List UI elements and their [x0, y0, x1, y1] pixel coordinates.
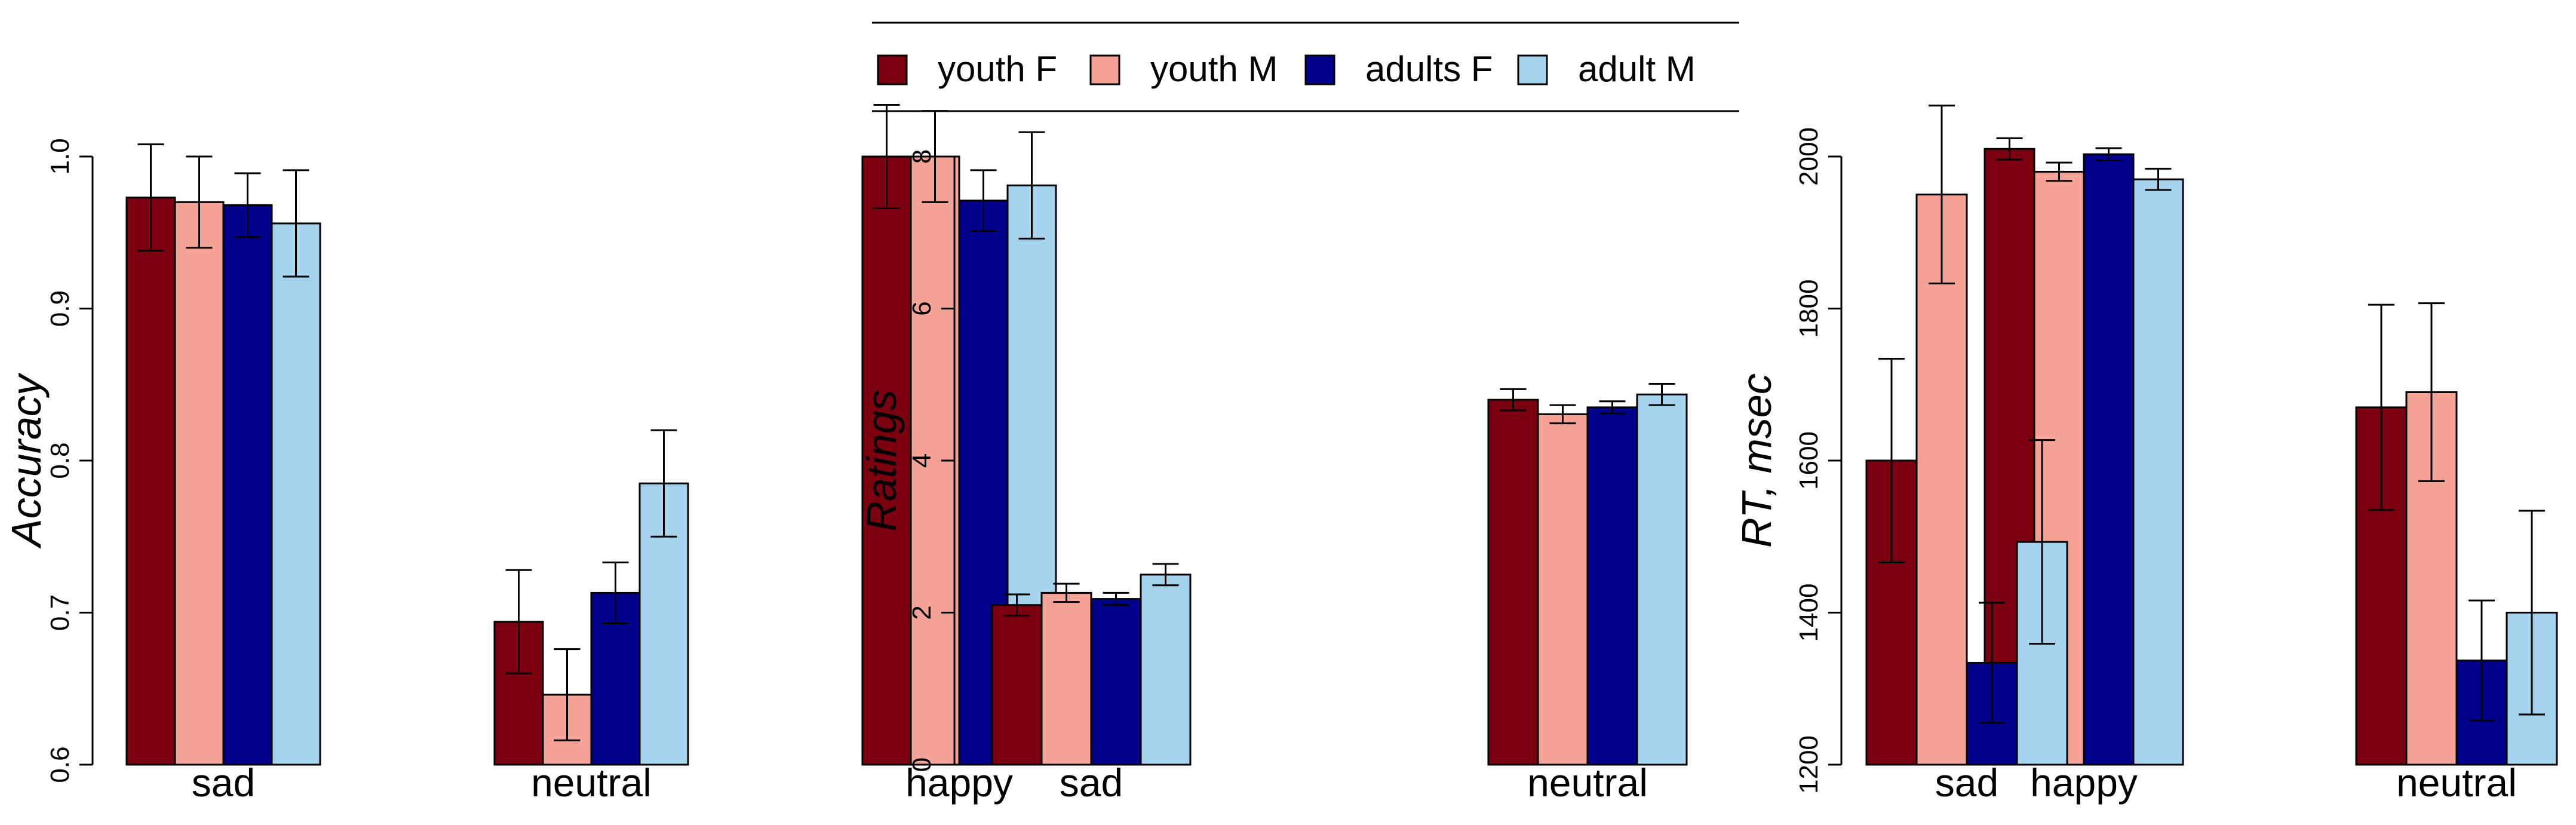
- y-tick-label: 0.8: [45, 442, 75, 479]
- y-tick-label: 0.6: [45, 746, 75, 783]
- category-label-neutral: neutral: [531, 760, 652, 805]
- bar-neutral-1: [1487, 398, 1539, 766]
- y-tick-label: 0: [907, 757, 937, 772]
- legend-label-4: adult M: [1578, 49, 1696, 89]
- bar-sad-3: [1090, 598, 1142, 766]
- legend: youth F youth M adults F adult M: [872, 22, 1739, 112]
- legend-label-3: adults F: [1365, 49, 1493, 89]
- bar-sad-1: [991, 604, 1043, 766]
- bar-neutral-4: [1636, 393, 1688, 766]
- y-tick-label: 1.0: [45, 138, 75, 174]
- bar-happy-1: [861, 155, 912, 766]
- category-label-sad: sad: [1060, 760, 1123, 805]
- y-tick-label: 2000: [1794, 127, 1823, 186]
- bar-happy-4: [2132, 178, 2184, 766]
- y-axis-title: Ratings: [858, 390, 905, 531]
- chart-panel-3: 1200 1400 1600 1800 2000 RT, msec sad neutral ha…: [1733, 105, 2558, 805]
- y-tick-label: 8: [907, 149, 937, 164]
- bar-happy-3: [2083, 153, 2135, 766]
- legend-swatch-4: [1517, 54, 1548, 85]
- chart-panel-2: 0 2 4 6 8 Ratings sad neutral happy: [858, 137, 2184, 805]
- y-tick-label: 0.9: [45, 290, 75, 327]
- y-tick-label: 1800: [1794, 280, 1823, 338]
- chart-panel-1: 0.6 0.7 0.8 0.9 1.0 Accuracy sad neutral happy: [3, 103, 1057, 805]
- y-axis-title: Accuracy: [3, 372, 50, 549]
- y-tick-label: 1200: [1794, 735, 1823, 794]
- bar-sad-4: [1140, 573, 1192, 766]
- bar-sad-2: [174, 201, 225, 766]
- category-label-neutral: neutral: [1527, 760, 1648, 805]
- bar-sad-1: [125, 197, 176, 766]
- y-tick-label: 4: [907, 453, 937, 468]
- bar-sad-2: [1915, 194, 1968, 766]
- category-label-sad: sad: [192, 760, 255, 805]
- y-tick-label: 2: [907, 605, 937, 619]
- y-tick-label: 1600: [1794, 431, 1823, 490]
- bar-sad-2: [1040, 591, 1092, 766]
- legend-swatch-1: [877, 54, 908, 85]
- y-axis-title: RT, msec: [1733, 373, 1780, 548]
- y-tick-label: 0.7: [45, 594, 75, 631]
- legend-swatch-2: [1089, 54, 1120, 85]
- y-tick-label: 6: [907, 301, 937, 315]
- bar-sad-3: [222, 204, 273, 766]
- bar-sad-4: [271, 222, 321, 766]
- y-tick-label: 1400: [1794, 584, 1823, 642]
- category-label-happy: happy: [905, 760, 1013, 805]
- bar-neutral-2: [1537, 413, 1589, 766]
- legend-label-2: youth M: [1150, 49, 1278, 89]
- category-label-neutral: neutral: [2396, 760, 2517, 805]
- legend-swatch-3: [1304, 54, 1335, 85]
- bar-neutral-3: [1586, 406, 1638, 766]
- legend-label-1: youth F: [938, 49, 1057, 89]
- category-label-happy: happy: [2030, 760, 2138, 805]
- category-label-sad: sad: [1935, 760, 1998, 805]
